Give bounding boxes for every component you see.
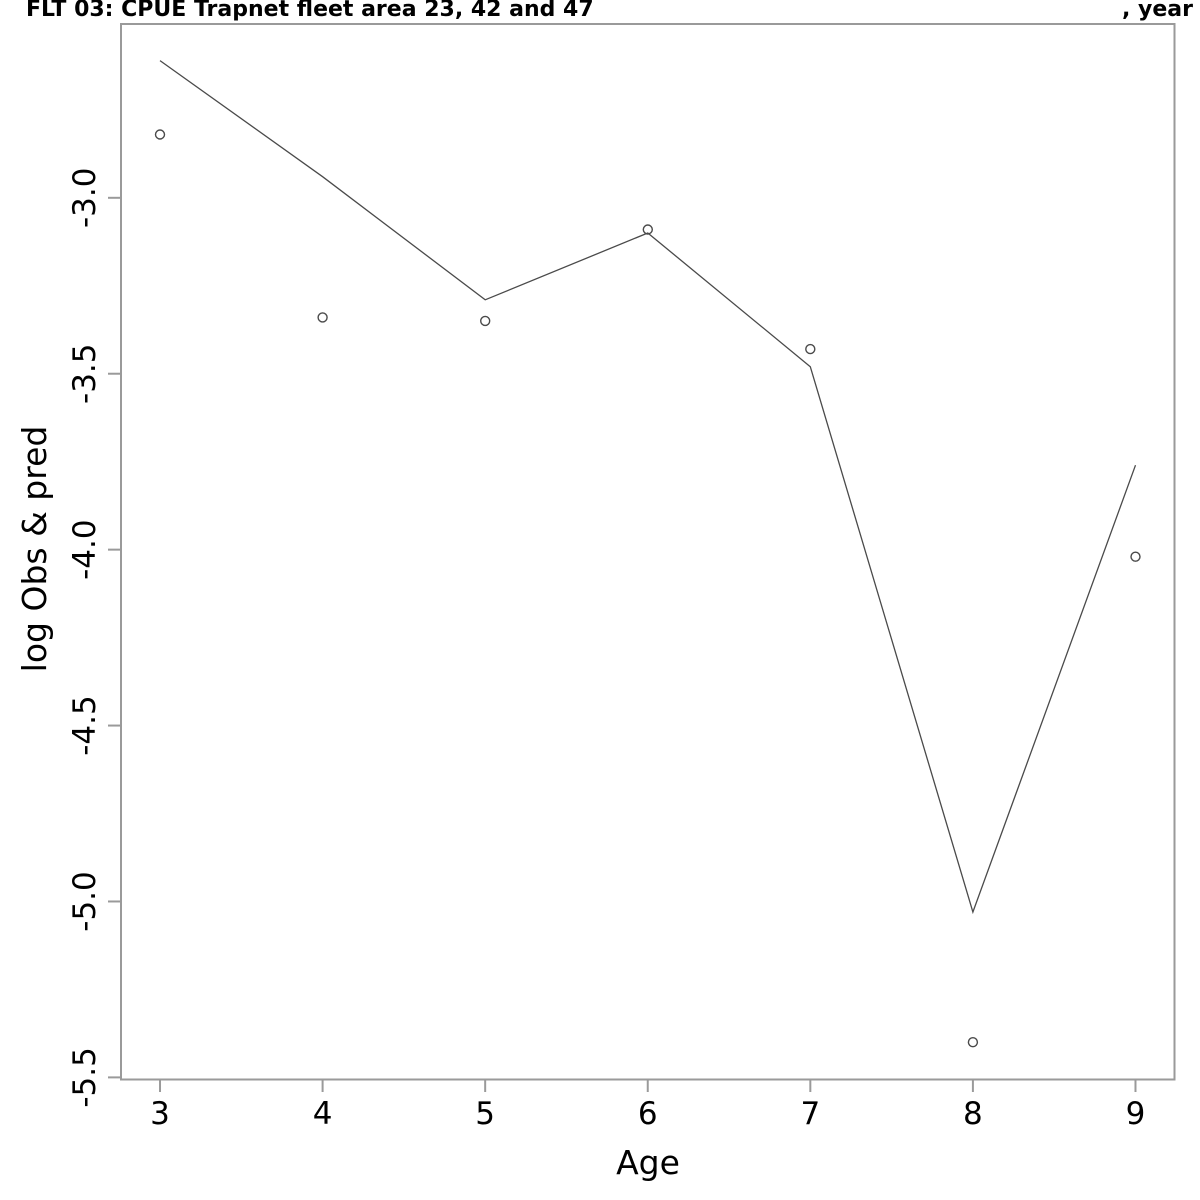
chart-layer: 3 4 5 6 7 8 9 -3.0 -3.5 -4.0 -4.5 -5.0 -5.5 [67,23,1176,1132]
x-axis-label: Age [616,1143,680,1182]
x-tick-label: 3 [150,1096,170,1132]
observed-point [642,224,653,235]
x-tick-label: 4 [313,1096,333,1132]
y-tick-label: -3.0 [67,168,103,229]
y-tick-label: -4.0 [67,519,103,580]
x-tick-label: 5 [475,1096,495,1132]
chart-title: FLT 03: CPUE Trapnet fleet area 23, 42 a… [26,0,594,22]
observed-point [317,312,328,323]
observed-point [967,1036,979,1048]
observed-point [805,343,816,355]
y-tick-label: -3.5 [67,343,103,404]
observed-point [480,315,491,327]
observed-point [154,129,166,140]
x-tick-label: 7 [800,1096,820,1132]
predicted-line [159,60,1137,915]
y-tick-label: -5.0 [67,871,103,932]
y-tick-label: -4.5 [67,695,103,756]
x-tick-label: 8 [963,1096,983,1132]
plot-frame [120,23,1176,1081]
x-tick-label: 6 [638,1096,658,1132]
x-tick-label: 9 [1126,1096,1146,1132]
chart-title-suffix-year: , year [1122,0,1193,22]
y-tick-label: -5.5 [67,1047,103,1108]
observed-point [1130,551,1141,562]
y-axis-label: log Obs & pred [15,426,54,673]
